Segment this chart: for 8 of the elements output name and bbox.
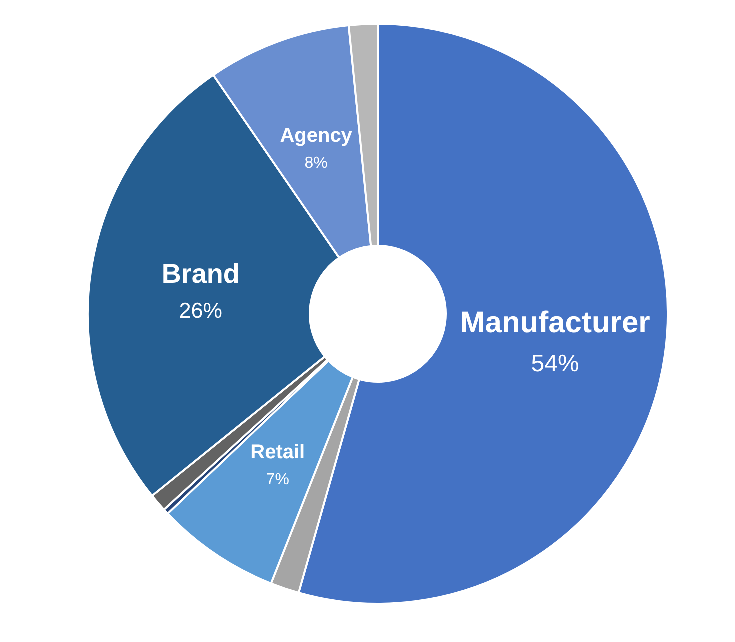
slice-label: Agency xyxy=(280,124,354,147)
data-label: 54% xyxy=(531,350,580,378)
data-label: 8% xyxy=(304,154,328,172)
data-label: 26% xyxy=(179,298,222,323)
slice-label: Retail xyxy=(250,441,306,464)
data-label: 7% xyxy=(266,471,290,488)
slice-label: Brand xyxy=(162,258,240,289)
slice-label: Manufacturer xyxy=(460,306,651,340)
